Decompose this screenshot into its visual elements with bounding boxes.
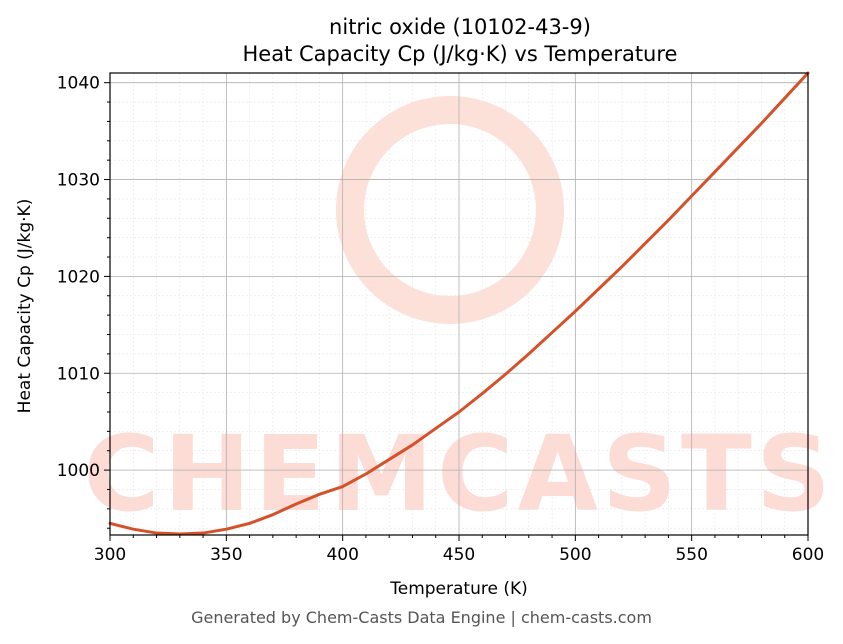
y-tick-label: 1000 [57, 461, 100, 481]
axis-ticks: 300 350 400 450 500 550 600 1000 1010 1020 1030 104… [57, 74, 824, 565]
x-tick-label: 400 [326, 545, 358, 565]
x-tick-label: 300 [94, 545, 126, 565]
chart-title: nitric oxide (10102-43-9) [329, 15, 591, 39]
x-tick-label: 550 [675, 545, 707, 565]
y-tick-label: 1030 [57, 171, 100, 191]
watermark-logo-ring [336, 96, 564, 324]
x-tick-label: 500 [559, 545, 591, 565]
grid [109, 73, 809, 535]
x-tick-label: 350 [210, 545, 242, 565]
footer-credit: Generated by Chem-Casts Data Engine | ch… [191, 608, 652, 627]
x-tick-label: 600 [792, 545, 824, 565]
y-tick-label: 1020 [57, 267, 100, 287]
chart-subtitle: Heat Capacity Cp (J/kg·K) vs Temperature [243, 42, 678, 66]
x-axis-label: Temperature (K) [389, 579, 528, 599]
y-tick-label: 1010 [57, 364, 100, 384]
series-layer [108, 71, 810, 536]
chemcasts-watermark: CHEMCASTS [83, 96, 834, 535]
y-axis-label: Heat Capacity Cp (J/kg·K) [15, 199, 35, 414]
watermark-text: CHEMCASTS [83, 413, 834, 535]
y-tick-label: 1040 [57, 74, 100, 94]
x-tick-label: 450 [443, 545, 475, 565]
series-line-0 [108, 71, 810, 536]
